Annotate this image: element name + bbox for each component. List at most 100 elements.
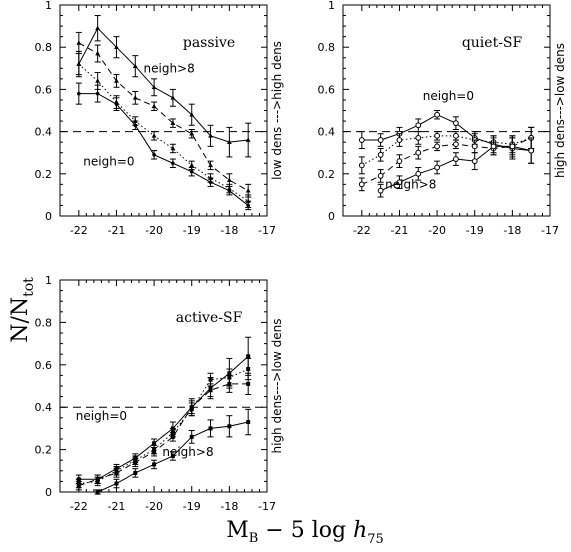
density-direction-label: high dens--->low dens xyxy=(553,43,567,178)
data-point xyxy=(95,490,100,494)
annotation-label: neigh>8 xyxy=(162,445,213,459)
data-point xyxy=(208,180,213,185)
data-point xyxy=(208,377,213,382)
data-point xyxy=(95,78,101,83)
data-point xyxy=(95,50,101,56)
data-point xyxy=(170,95,176,100)
series-2 xyxy=(358,126,535,192)
x-tick-label: -22 xyxy=(70,224,88,237)
x-tick-label: -21 xyxy=(107,500,125,513)
data-point xyxy=(528,147,535,154)
data-point xyxy=(170,434,175,439)
data-point xyxy=(114,78,119,83)
x-tick-label: -20 xyxy=(145,224,163,237)
data-point xyxy=(77,91,81,96)
x-tick-label: -18 xyxy=(220,224,238,237)
data-point xyxy=(114,481,119,486)
panel-1: -22 -21 -20 -19 -18 -17 0 0.2 0.4 0.6 0.8 1 quiet-SF… xyxy=(318,0,568,237)
data-point xyxy=(377,173,384,179)
data-point xyxy=(227,424,232,429)
series-line xyxy=(78,42,249,192)
density-direction-label: low dens --->high dens xyxy=(270,41,284,180)
data-point xyxy=(170,453,175,458)
data-point xyxy=(208,133,213,138)
data-point xyxy=(76,40,82,45)
annotation-label: neigh>8 xyxy=(144,62,195,76)
data-point xyxy=(453,120,459,127)
data-point xyxy=(434,132,440,139)
y-tick-label: 0.2 xyxy=(35,444,53,457)
series-0 xyxy=(75,15,252,158)
data-point xyxy=(95,477,100,482)
y-tick-label: 0.6 xyxy=(35,83,53,96)
data-point xyxy=(170,120,176,125)
data-point xyxy=(132,95,138,100)
x-tick-label: -22 xyxy=(70,500,88,513)
x-tick-label: -18 xyxy=(220,500,238,513)
x-tick-label: -17 xyxy=(258,224,276,237)
series-0 xyxy=(358,110,535,164)
data-point xyxy=(246,367,251,372)
y-tick-label: 0.8 xyxy=(35,316,53,329)
data-point xyxy=(509,143,516,150)
data-point xyxy=(415,135,422,141)
panel-title: quiet-SF xyxy=(462,35,523,51)
y-tick-label: 0.4 xyxy=(35,126,53,139)
annotation-label: neigh>8 xyxy=(385,178,436,192)
data-point xyxy=(227,381,232,386)
series-3 xyxy=(94,408,252,495)
data-point xyxy=(434,143,440,150)
y-tick-label: 0.6 xyxy=(318,83,336,96)
series-line xyxy=(78,27,249,143)
data-point xyxy=(358,137,365,143)
data-point xyxy=(114,102,119,106)
data-point xyxy=(415,149,422,156)
annotation-label: neigh=0 xyxy=(83,154,134,168)
data-point xyxy=(208,426,213,431)
series-line xyxy=(361,137,532,185)
data-point xyxy=(133,123,138,128)
x-axis-title-h: h xyxy=(353,518,367,543)
x-tick-label: -21 xyxy=(107,224,125,237)
y-tick-label: 1 xyxy=(45,0,52,12)
series-2 xyxy=(75,372,252,491)
panel-title: passive xyxy=(183,35,235,51)
y-tick-label: 0.2 xyxy=(318,168,336,181)
y-tick-label: 0.8 xyxy=(318,41,336,54)
data-point xyxy=(76,483,81,488)
data-point xyxy=(189,405,194,410)
x-axis-title-m: M xyxy=(226,518,249,543)
data-point xyxy=(377,151,384,158)
data-point xyxy=(377,137,384,143)
x-axis-title: MB − 5 log h75 xyxy=(226,518,384,547)
series-2 xyxy=(75,53,252,209)
x-tick-label: -22 xyxy=(353,224,371,237)
data-point xyxy=(453,156,459,162)
x-axis-title-75: 75 xyxy=(367,532,384,547)
x-tick-label: -20 xyxy=(145,500,163,513)
series-1 xyxy=(358,126,535,175)
x-tick-label: -19 xyxy=(183,224,201,237)
panel-0: -22 -21 -20 -19 -18 -17 0 0.2 0.4 0.6 0.8 1 passive n… xyxy=(35,0,285,237)
data-point xyxy=(245,137,251,142)
data-point xyxy=(171,161,175,166)
data-point xyxy=(471,158,478,165)
series-line xyxy=(78,368,249,485)
data-point xyxy=(133,460,138,465)
series-line xyxy=(361,135,532,166)
series-3 xyxy=(377,135,535,198)
y-axis-title-sub: tot xyxy=(21,277,37,297)
data-point xyxy=(76,61,82,66)
data-point xyxy=(95,91,100,96)
y-tick-label: 0 xyxy=(45,486,52,499)
x-tick-label: -19 xyxy=(466,224,484,237)
x-tick-label: -17 xyxy=(541,224,559,237)
data-point xyxy=(396,179,403,186)
panel-title: active-SF xyxy=(176,310,243,326)
y-tick-label: 0.4 xyxy=(35,401,53,414)
data-point xyxy=(208,162,213,168)
data-point xyxy=(396,158,403,165)
data-point xyxy=(95,25,101,31)
data-point xyxy=(246,381,251,386)
data-point xyxy=(358,162,365,169)
